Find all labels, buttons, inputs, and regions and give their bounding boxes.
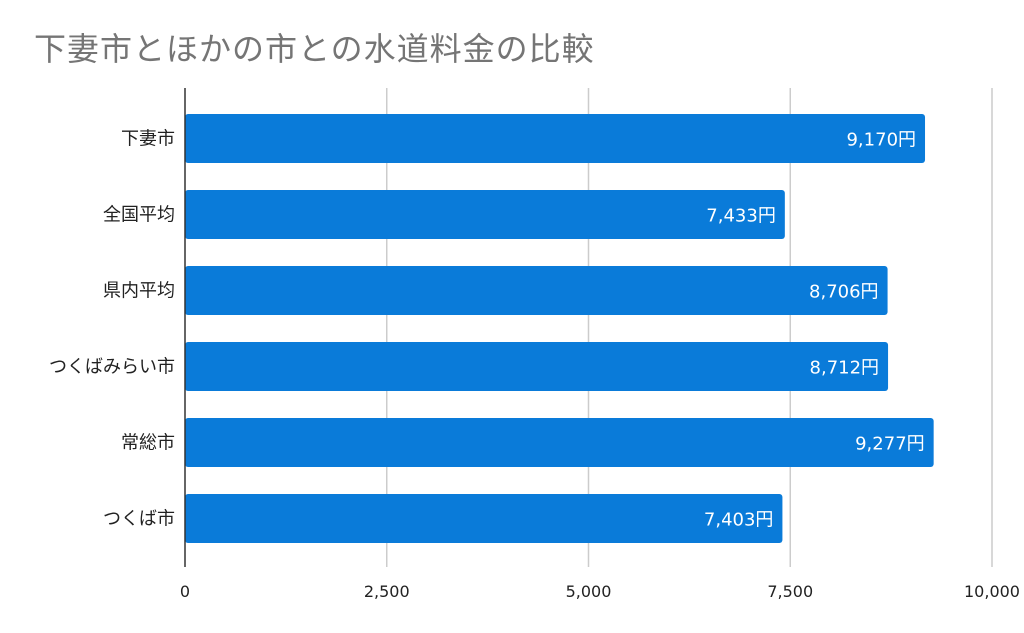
x-tick-label: 0 <box>180 582 190 601</box>
bar <box>185 266 888 315</box>
x-tick-label: 5,000 <box>566 582 612 601</box>
category-label: 全国平均 <box>103 205 175 226</box>
category-label: 常総市 <box>121 433 175 454</box>
data-label: 8,712円 <box>810 358 880 379</box>
category-label: つくば市 <box>103 509 175 530</box>
data-label: 9,170円 <box>846 130 916 151</box>
bar <box>185 114 926 163</box>
bar <box>185 418 934 467</box>
category-label: 県内平均 <box>103 281 175 302</box>
data-label: 7,403円 <box>704 510 774 531</box>
bar <box>185 494 783 543</box>
category-label: 下妻市 <box>121 129 175 150</box>
x-tick-label: 2,500 <box>364 582 410 601</box>
chart-title: 下妻市とほかの市との水道料金の比較 <box>34 30 595 68</box>
bar <box>185 190 785 239</box>
data-label: 8,706円 <box>809 282 879 303</box>
category-label: つくばみらい市 <box>49 357 175 378</box>
bar <box>185 342 889 391</box>
data-label: 9,277円 <box>855 434 925 455</box>
x-tick-label: 7,500 <box>767 582 813 601</box>
data-label: 7,433円 <box>706 206 776 227</box>
x-tick-label: 10,000 <box>964 582 1020 601</box>
